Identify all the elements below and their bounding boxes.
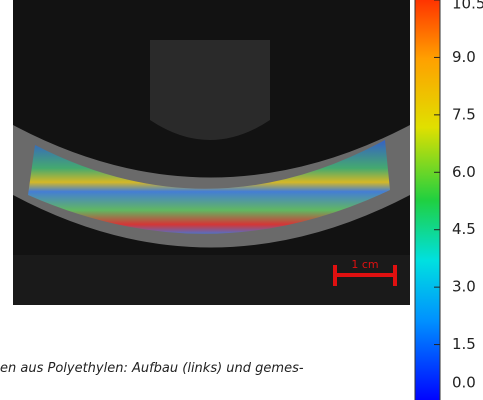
colorbar-tick-label: 3.0 bbox=[452, 278, 476, 296]
colorbar-tick-label: 6.0 bbox=[452, 163, 476, 181]
caption: en aus Polyethylen: Aufbau (links) und g… bbox=[0, 361, 304, 376]
colorbar-tick-label: 4.5 bbox=[452, 220, 476, 238]
colorbar-tick-label: 10.5 bbox=[452, 0, 483, 13]
colorbar-tick-label: 7.5 bbox=[452, 105, 476, 123]
colorbar-tick-label: 0.0 bbox=[452, 374, 476, 392]
colorbar-tick-label: 9.0 bbox=[452, 48, 476, 66]
colorbar-tick-label: 1.5 bbox=[452, 335, 476, 353]
scale-label: 1 cm bbox=[351, 258, 378, 271]
colorbar bbox=[415, 0, 440, 400]
page: 1 cm en aus Polyethylen: Aufbau (links) … bbox=[0, 0, 483, 400]
specimen-photo: 1 cm bbox=[13, 0, 410, 305]
